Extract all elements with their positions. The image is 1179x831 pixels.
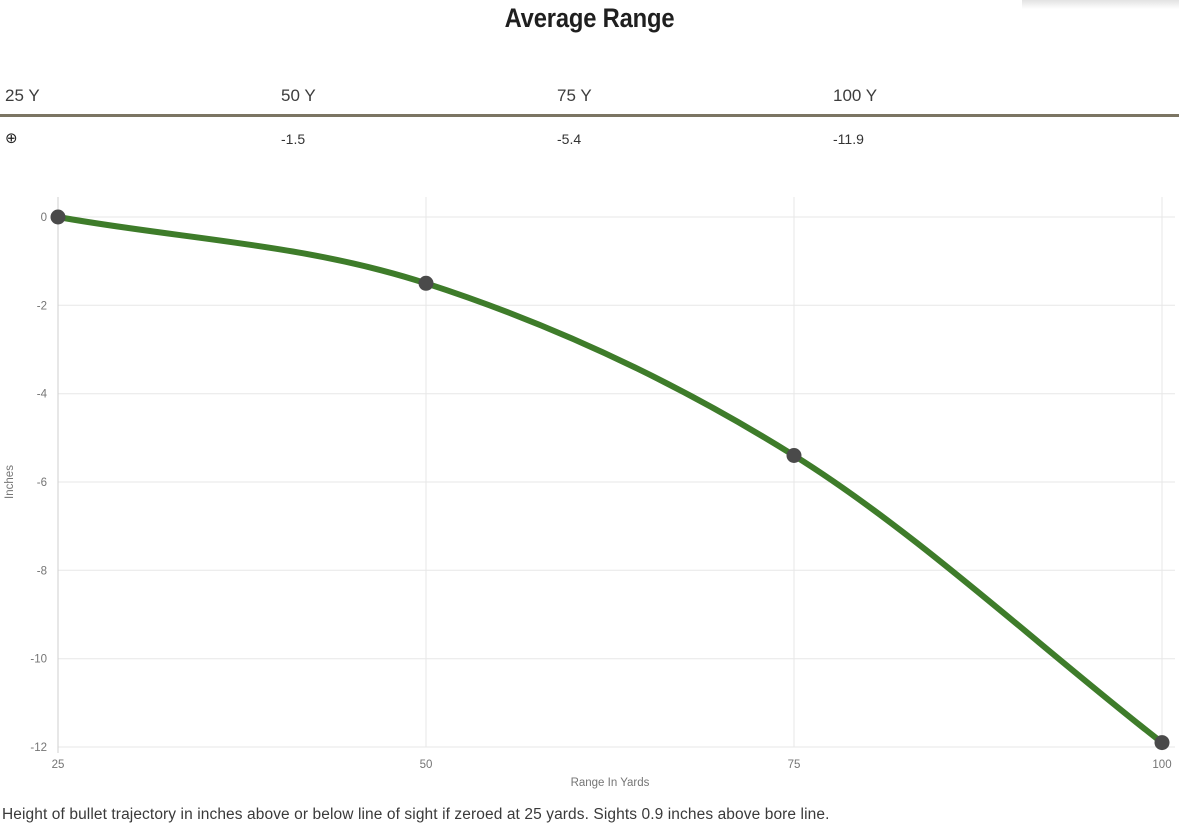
y-tick-label: -4 bbox=[37, 389, 48, 401]
data-point-marker bbox=[418, 275, 434, 291]
table-header-row: 25 Y 50 Y 75 Y 100 Y bbox=[0, 82, 1179, 110]
x-tick-label: 50 bbox=[420, 759, 433, 771]
zero-crosshair-icon: ⊕ bbox=[5, 130, 18, 147]
x-tick-label: 75 bbox=[788, 759, 801, 771]
y-tick-label: -12 bbox=[30, 742, 47, 754]
header-25y: 25 Y bbox=[5, 86, 40, 105]
x-tick-label: 100 bbox=[1152, 759, 1171, 771]
drop-value-75y: -5.4 bbox=[557, 131, 582, 147]
trajectory-line-chart: 25 50 75 100 0 -2 -4 -6 -8 -10 -12 Inches Range In Y… bbox=[4, 197, 1175, 789]
header-75y: 75 Y bbox=[557, 86, 592, 105]
trajectory-line bbox=[55, 214, 1165, 746]
y-tick-label: -8 bbox=[37, 565, 47, 577]
y-tick-label: -6 bbox=[37, 477, 47, 489]
data-point-marker bbox=[50, 209, 66, 225]
y-tick-label: -10 bbox=[30, 654, 47, 666]
data-point-marker bbox=[786, 448, 802, 463]
chart-caption: Height of bullet trajectory in inches ab… bbox=[2, 806, 830, 823]
drop-value-100y: -11.9 bbox=[833, 131, 864, 147]
y-tick-label: -2 bbox=[37, 300, 47, 312]
y-tick-label: 0 bbox=[41, 212, 47, 224]
page-title: Average Range bbox=[504, 3, 675, 33]
table-divider bbox=[0, 114, 1179, 117]
table-value-row: ⊕ -1.5 -5.4 -11.9 bbox=[0, 128, 1179, 150]
average-range-table: 25 Y 50 Y 75 Y 100 Y ⊕ -1.5 -5.4 -11.9 bbox=[0, 82, 1179, 150]
y-axis-title: Inches bbox=[4, 465, 16, 499]
data-point-marker bbox=[1154, 735, 1170, 751]
x-tick-label: 25 bbox=[52, 759, 65, 771]
x-axis-title: Range In Yards bbox=[571, 777, 650, 789]
header-100y: 100 Y bbox=[833, 86, 878, 105]
drop-value-50y: -1.5 bbox=[281, 131, 306, 147]
header-50y: 50 Y bbox=[281, 86, 316, 105]
